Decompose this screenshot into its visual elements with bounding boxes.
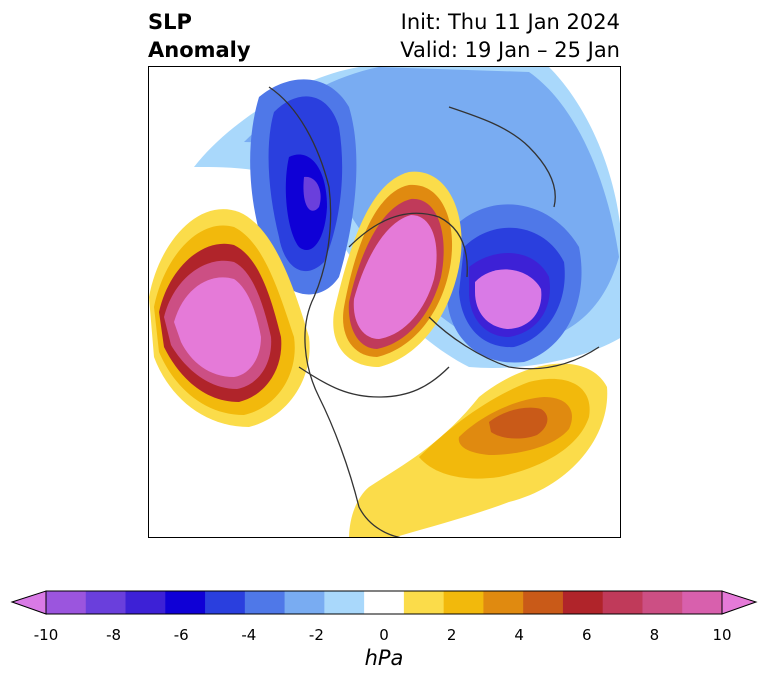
colorbar-cell: [403, 591, 445, 614]
colorbar-tick-label: -6: [173, 626, 189, 644]
unit-label: hPa: [364, 646, 404, 670]
map-dates: Init: Thu 11 Jan 2024 Valid: 19 Jan – 25…: [400, 8, 620, 64]
colorbar-outline: [45, 590, 723, 615]
colorbar-extend-high: [721, 590, 758, 615]
colorbar-cell: [125, 591, 166, 614]
title-line-2: Anomaly: [148, 38, 251, 62]
colorbar-tick-label: 2: [446, 626, 457, 644]
colorbar-cell: [85, 591, 127, 614]
title-line-1: SLP: [148, 10, 192, 34]
colorbar-cell: [324, 591, 365, 614]
slp-anomaly-map: [149, 67, 620, 537]
valid-range: Valid: 19 Jan – 25 Jan: [400, 38, 620, 62]
colorbar-cell: [244, 591, 286, 614]
canada-low-4: [303, 176, 321, 211]
colorbar-cell: [46, 591, 87, 614]
colorbar-cell: [642, 591, 683, 614]
siberia-low-4: [475, 269, 542, 329]
colorbar: [10, 590, 758, 615]
colorbar-tick-label: 8: [649, 626, 660, 644]
colorbar-cell: [682, 591, 723, 614]
colorbar-cell: [443, 591, 484, 614]
colorbar-cell: [602, 591, 643, 614]
colorbar-tick-label: 6: [582, 626, 592, 644]
colorbar-tick-label: -10: [33, 626, 59, 644]
colorbar-tick-label: -8: [106, 626, 122, 644]
colorbar-cell: [483, 591, 524, 614]
colorbar-cell: [523, 591, 564, 614]
colorbar-cell: [165, 591, 206, 614]
colorbar-tick-label: -2: [308, 626, 324, 644]
colorbar-tick-label: -4: [241, 626, 257, 644]
atlantic-high-4: [489, 407, 548, 439]
colorbar-tick-label: 10: [712, 626, 732, 644]
arctic-high-4: [353, 215, 437, 339]
colorbar-cell: [364, 591, 405, 614]
colorbar-cell: [205, 591, 246, 614]
map-title: SLP Anomaly: [148, 8, 251, 64]
colorbar-cell: [284, 591, 325, 614]
map-panel: [148, 66, 621, 538]
colorbar-cell: [562, 591, 604, 614]
colorbar-tick-label: 0: [379, 626, 389, 644]
init-date: Init: Thu 11 Jan 2024: [400, 10, 620, 34]
alaska-high-5: [174, 277, 261, 377]
coastlines: [268, 86, 600, 537]
colorbar-extend-low: [10, 590, 47, 615]
colorbar-tick-label: 4: [514, 626, 524, 644]
